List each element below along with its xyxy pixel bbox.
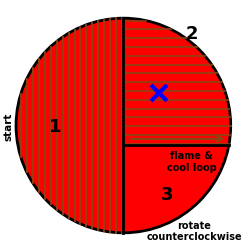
Text: start: start — [3, 112, 13, 140]
Circle shape — [16, 19, 230, 233]
Text: 2: 2 — [185, 25, 197, 43]
Text: rotate
counterclockwise: rotate counterclockwise — [146, 220, 241, 241]
Text: flame &
cool loop: flame & cool loop — [166, 150, 216, 172]
Text: 3: 3 — [160, 185, 173, 203]
Text: 1: 1 — [49, 117, 61, 135]
